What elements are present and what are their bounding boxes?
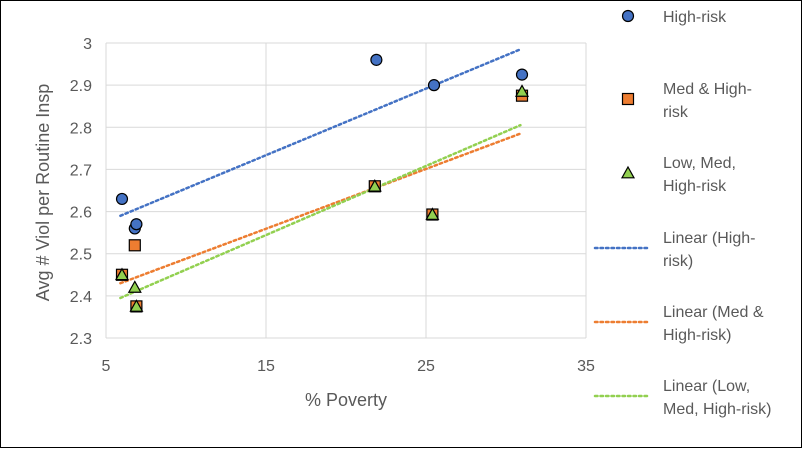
y-tick-label: 2.6 (70, 205, 92, 222)
y-tick-label: 2.4 (70, 289, 92, 306)
x-axis-title: % Poverty (305, 390, 387, 410)
legend-label: Med, High-risk) (663, 401, 771, 418)
data-point-circle (115, 192, 129, 206)
data-point-circle (130, 218, 143, 231)
trendlines (119, 48, 522, 300)
data-point-circle (515, 68, 529, 81)
y-tick-label: 2.8 (70, 120, 92, 137)
legend-label: Linear (Med & (663, 304, 764, 321)
data-point-triangle (127, 280, 142, 293)
data-point-circle (427, 79, 441, 92)
x-tick-label: 35 (577, 358, 595, 375)
x-tick-label: 5 (102, 358, 111, 375)
legend-label: risk) (663, 253, 693, 270)
legend-label: Linear (Low, (663, 378, 750, 395)
data-point-triangle (367, 179, 382, 192)
legend-marker-circle (621, 9, 635, 23)
legend-marker-square (621, 92, 635, 106)
y-tick-label: 2.3 (70, 331, 92, 348)
data-point-square (128, 239, 141, 252)
legend-label: High-risk (663, 9, 727, 26)
y-tick-label: 2.9 (70, 78, 92, 95)
legend-label: High-risk (663, 178, 727, 195)
trendline (119, 48, 522, 218)
legend-label: Linear (High- (663, 230, 755, 247)
y-tick-label: 3 (83, 36, 92, 53)
legend-label: High-risk) (663, 327, 731, 344)
y-tick-label: 2.5 (70, 247, 92, 264)
data-point-triangle (514, 84, 530, 97)
trendline (119, 132, 522, 285)
y-axis-title: Avg # Viol per Routine Insp (33, 84, 53, 301)
tick-labels: 2.32.42.52.62.72.82.935 15 25 35 (70, 36, 595, 375)
gridlines (105, 42, 587, 339)
legend-label: Med & High- (663, 81, 752, 98)
data-point-circle (370, 53, 383, 66)
x-tick-label: 15 (257, 358, 275, 375)
legend-marker-triangle (620, 165, 636, 179)
legend: High-risk Med & High-risk Low, Med, High-ri… (593, 9, 771, 418)
data-point-triangle (129, 299, 144, 312)
legend-label: risk (663, 104, 689, 121)
y-tick-label: 2.7 (70, 162, 92, 179)
x-tick-label: 25 (417, 358, 435, 375)
data-point-triangle (114, 267, 130, 281)
data-points (114, 53, 530, 313)
data-point-triangle (425, 207, 440, 220)
trendline (119, 123, 522, 300)
legend-label: Low, Med, (663, 155, 736, 172)
